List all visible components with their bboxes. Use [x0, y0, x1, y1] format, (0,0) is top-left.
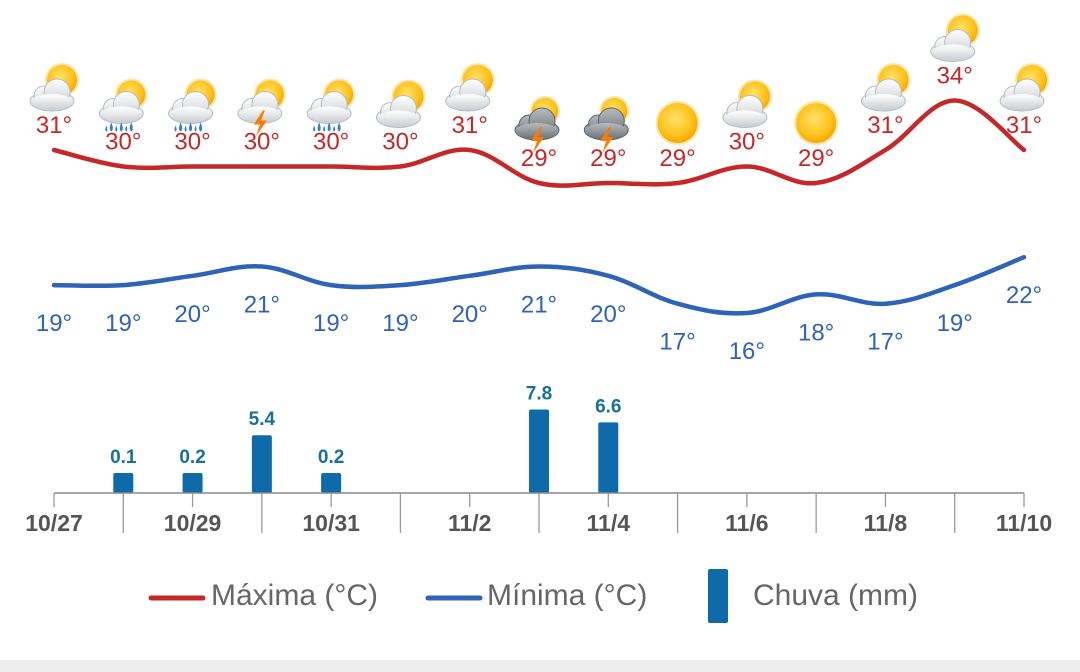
rain-value-label: 0.2 [318, 447, 344, 468]
rain-value-label: 5.4 [249, 409, 276, 430]
x-tick-label: 11/10 [996, 510, 1052, 536]
max-temp-label: 29° [590, 145, 626, 172]
min-temp-label: 20° [174, 301, 210, 328]
partly-cloudy-icon [29, 63, 79, 112]
rain-bar [113, 473, 134, 493]
min-temperature-line [51, 254, 1027, 316]
min-temp-label: 19° [105, 310, 141, 337]
min-temp-label: 17° [659, 329, 695, 356]
legend-rain-label: Chuva (mm) [753, 579, 918, 612]
min-temp-label: 21° [244, 292, 280, 319]
rain-bar [321, 473, 342, 493]
rain-series: 0.1 0.2 5.4 0.2 7.8 6.6 [110, 384, 621, 493]
min-temp-label: 20° [590, 301, 626, 328]
max-temp-label: 30° [729, 129, 765, 156]
bottom-bar [0, 660, 1080, 672]
min-temperature-series: 19° 19° 20° 21° 19° 19° 20° 21° 20° 17° 16° 18° 17° 1… [36, 254, 1042, 365]
min-temp-label: 21° [521, 292, 557, 319]
sun-icon [655, 101, 700, 145]
max-temp-label: 30° [313, 129, 349, 156]
max-temp-label: 31° [1006, 112, 1042, 139]
partly-cloudy-icon [445, 63, 495, 112]
max-temp-label: 30° [244, 129, 280, 156]
rain-icon [98, 78, 148, 132]
rain-value-label: 0.2 [179, 447, 205, 468]
rain-icon [168, 78, 217, 132]
legend-min-label: Mínima (°C) [487, 579, 647, 612]
x-tick-label: 11/8 [864, 510, 908, 536]
max-temp-label: 31° [452, 112, 488, 139]
min-temp-label: 17° [867, 329, 903, 356]
rain-value-label: 6.6 [595, 396, 621, 417]
max-temp-label: 30° [174, 129, 210, 156]
legend: Máxima (°C) Mínima (°C) Chuva (mm) [148, 569, 918, 623]
x-tick-label: 10/29 [164, 510, 222, 536]
rain-bar [598, 422, 619, 493]
max-temp-label: 29° [521, 145, 557, 172]
max-temperature-series: 31° 30° 30° 30° 30° 30° 31° 29° 29° 29° 30° 29° 31° 3… [36, 63, 1042, 188]
rain-value-label: 7.8 [526, 384, 552, 405]
rain-bar [529, 409, 549, 493]
min-temp-label: 19° [382, 310, 418, 337]
thunderstorm-cloud-icon [514, 96, 560, 153]
max-temp-label: 31° [867, 112, 903, 139]
sun-icon [794, 101, 839, 145]
weather-icons [29, 13, 1049, 153]
x-tick-label: 11/4 [587, 510, 631, 536]
max-temperature-line [51, 98, 1027, 188]
rain-bar [182, 473, 203, 493]
min-temp-label: 18° [798, 319, 834, 346]
max-temp-label: 34° [937, 63, 973, 90]
min-temp-label: 19° [36, 310, 72, 337]
legend-rain-swatch [708, 569, 728, 623]
legend-max-label: Máxima (°C) [211, 579, 378, 612]
min-temp-label: 22° [1006, 282, 1042, 309]
min-temp-label: 16° [729, 338, 765, 365]
min-temp-label: 19° [937, 310, 973, 337]
x-tick-label: 11/6 [725, 510, 769, 536]
rain-icon [306, 78, 356, 132]
thunderstorm-icon [237, 78, 286, 137]
rain-bar [251, 435, 272, 493]
partly-cloudy-icon [930, 13, 980, 62]
max-temp-label: 30° [105, 129, 141, 156]
partly-cloudy-icon [999, 63, 1049, 112]
thunderstorm-cloud-icon [583, 96, 630, 153]
max-temp-label: 30° [382, 129, 418, 156]
partly-cloudy-icon [860, 63, 911, 112]
min-temp-label: 20° [452, 301, 488, 328]
min-temp-label: 19° [313, 310, 349, 337]
x-tick-label: 11/2 [448, 510, 492, 536]
rain-value-label: 0.1 [110, 447, 137, 468]
x-axis: 10/27 10/29 10/31 11/2 11/4 11/6 11/8 11/10 [25, 492, 1052, 536]
partly-cloudy-icon [375, 79, 426, 128]
x-tick-label: 10/31 [302, 510, 360, 536]
max-temp-label: 31° [36, 112, 72, 139]
x-tick-label: 10/27 [25, 510, 83, 536]
partly-cloudy-icon [722, 79, 772, 128]
max-temp-label: 29° [798, 145, 834, 172]
max-temp-label: 29° [659, 145, 695, 172]
